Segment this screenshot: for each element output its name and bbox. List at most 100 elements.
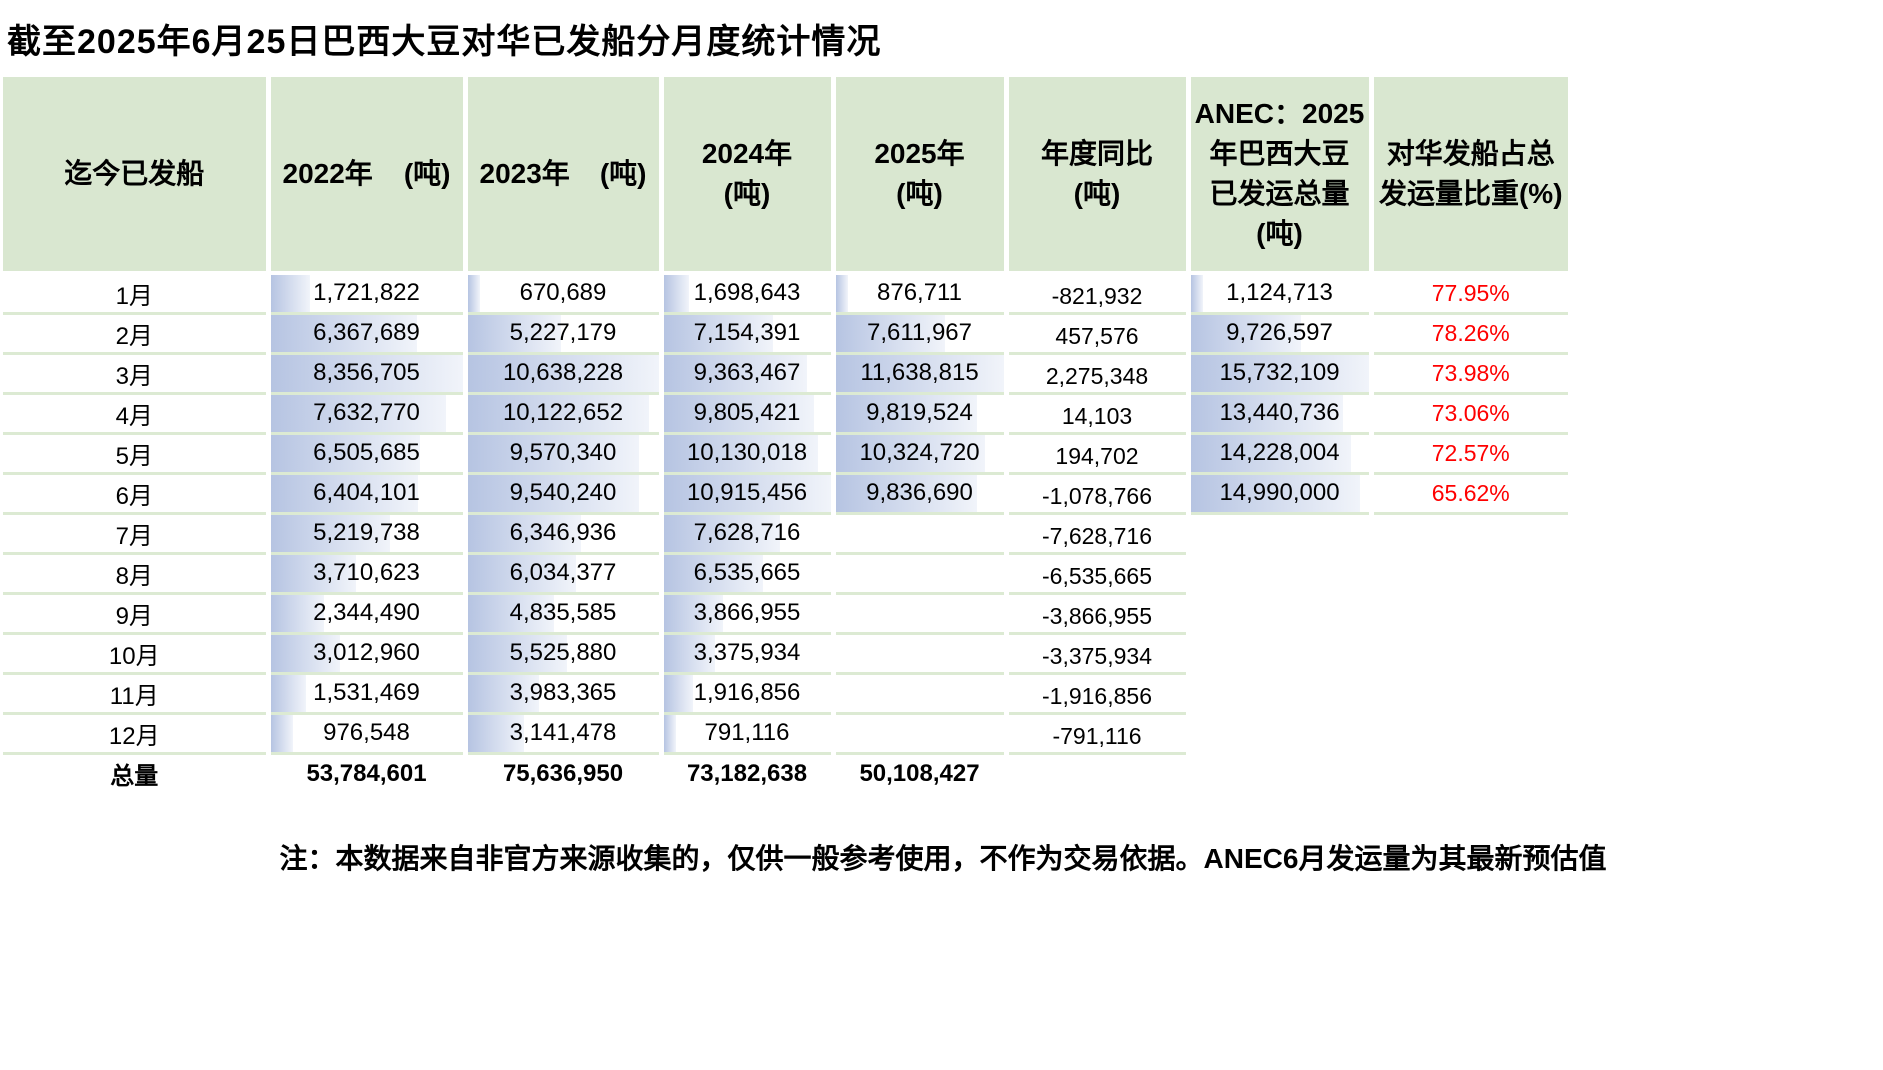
cell-value: 9,805,421 [693,399,801,426]
data-bar [270,714,293,752]
cell-value: 7,632,770 [313,399,420,426]
header-2023-year: 2023年 [479,158,570,189]
total-anec [1188,753,1374,793]
table-row: 11月 1,531,469 3,983,365 1,916,856 -1,916,856 [3,673,1568,715]
table-row: 12月 976,548 3,141,478 791,116 -791,116 [3,713,1568,755]
cell-value: 73.06% [1431,399,1510,426]
yoy-cell: 2,275,348 [1006,353,1191,395]
cell-value: 3,375,934 [693,639,801,666]
anec-cell: 14,228,004 [1188,433,1374,475]
header-2023: 2023年 (吨) [465,77,664,275]
total-label: 总量 [3,753,271,793]
data-bar [270,514,391,552]
cell-value: 11,638,815 [860,359,979,386]
y2025-cell [833,593,1009,635]
yoy-cell: -6,535,665 [1006,553,1191,595]
cell-value: -7,628,716 [1042,523,1152,549]
y2022-cell: 6,505,685 [268,433,468,475]
y2024-cell: 7,628,716 [661,513,836,555]
footnote: 注：本数据来自非官方来源收集的，仅供一般参考使用，不作为交易依据。ANEC6月发… [279,843,1607,874]
cell-value: 8,356,705 [313,359,420,386]
cell-value: 2,344,490 [313,599,420,626]
data-bar [270,354,463,392]
header-2022-year: 2022年 [282,158,373,189]
cell-value: 6,034,377 [509,559,617,586]
cell-value: 10,130,018 [686,439,808,466]
yoy-cell: 14,103 [1006,393,1191,435]
data-bar [1190,354,1369,392]
month-cell: 2月 [3,313,271,355]
y2022-cell: 6,404,101 [268,473,468,515]
y2022-cell: 3,012,960 [268,633,468,675]
data-bar [835,474,978,512]
cell-value: 3,012,960 [313,639,420,666]
share-cell: 73.98% [1371,353,1568,395]
y2025-cell: 11,638,815 [833,353,1009,395]
yoy-cell: -1,078,766 [1006,473,1191,515]
table-row: 5月 6,505,685 9,570,340 10,130,018 10,324,720… [3,433,1568,475]
y2022-cell: 5,219,738 [268,513,468,555]
table-row: 3月 8,356,705 10,638,228 9,363,467 11,638,815… [3,353,1568,395]
y2023-cell: 4,835,585 [465,593,664,635]
y2024-cell: 9,363,467 [661,353,836,395]
y2024-cell: 7,154,391 [661,313,836,355]
cell-value: 4,835,585 [509,599,617,626]
data-bar [1190,474,1361,512]
data-bar [663,634,716,672]
data-bar [467,714,524,752]
cell-value: 10,324,720 [859,439,980,466]
cell-value: 9,836,690 [866,479,973,506]
header-2025-year: 2025年 [874,138,965,169]
cell-value: -3,375,934 [1042,643,1152,669]
data-bar [663,474,831,512]
anec-cell: 14,990,000 [1188,473,1374,515]
header-2025-unit: (吨) [896,178,943,209]
data-bar [270,314,417,352]
yoy-cell: -791,116 [1006,713,1191,755]
data-bar [835,394,978,432]
month-cell: 12月 [3,713,271,755]
table-header: 迄今已发船 2022年 (吨) 2023年 (吨) 2024年 (吨) [3,77,1568,275]
month-cell: 10月 [3,633,271,675]
yoy-cell: -3,866,955 [1006,593,1191,635]
yoy-cell: -7,628,716 [1006,513,1191,555]
month-cell: 8月 [3,553,271,595]
data-bar [1190,275,1204,312]
y2025-cell: 7,611,967 [833,313,1009,355]
header-share-line1: 对华发船占总 [1386,138,1555,169]
cell-value: 7,628,716 [693,519,801,546]
header-share-line2: 发运量比重(%) [1378,178,1563,209]
y2024-cell: 10,915,456 [661,473,836,515]
yoy-cell: 457,576 [1006,313,1191,355]
table-body: 1月 1,721,822 670,689 1,698,643 876,711 -821,9… [3,273,1568,793]
cell-value: 72.57% [1431,439,1510,466]
month-cell: 9月 [3,593,271,635]
cell-value: 14,228,004 [1219,439,1340,466]
data-bar [467,354,659,392]
cell-value: 3,141,478 [509,719,617,746]
table-row: 10月 3,012,960 5,525,880 3,375,934 -3,375,934 [3,633,1568,675]
y2024-cell: 9,805,421 [661,393,836,435]
cell-value: 78.26% [1431,319,1510,346]
y2025-cell [833,713,1009,755]
header-anec-line1: ANEC：2025 [1194,98,1365,129]
header-row: 迄今已发船 2022年 (吨) 2023年 (吨) 2024年 (吨) [3,77,1568,275]
cell-value: 1,721,822 [313,279,420,307]
y2022-cell: 1,531,469 [268,673,468,715]
data-bar [270,674,306,712]
cell-value: 77.95% [1431,279,1510,306]
month-cell: 1月 [3,273,271,315]
y2023-cell: 9,540,240 [465,473,664,515]
data-bar [467,594,555,632]
y2024-cell: 1,698,643 [661,273,836,315]
data-bar [1190,314,1301,352]
y2025-cell [833,513,1009,555]
header-anec-line3: 已发运总量 [1209,178,1350,209]
y2025-cell [833,633,1009,675]
y2023-cell: 3,983,365 [465,673,664,715]
cell-value: 14,103 [1061,403,1133,429]
yoy-cell: 194,702 [1006,433,1191,475]
data-bar [467,474,639,512]
y2023-cell: 10,122,652 [465,393,664,435]
table-row: 8月 3,710,623 6,034,377 6,535,665 -6,535,665 [3,553,1568,595]
